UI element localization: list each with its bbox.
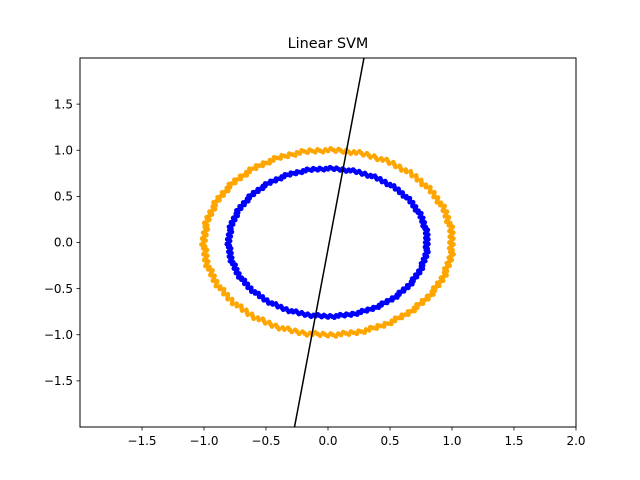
x-tick-label: −1.5 bbox=[127, 434, 156, 448]
x-axis: −1.5 −1.0 −0.5 0.0 0.5 1.0 1.5 2.0 bbox=[127, 427, 586, 448]
data-point bbox=[400, 190, 405, 195]
y-tick-label: 0.5 bbox=[54, 190, 73, 204]
data-point bbox=[276, 326, 282, 332]
data-point bbox=[450, 224, 456, 230]
data-point bbox=[213, 283, 219, 289]
y-tick-label: 1.5 bbox=[54, 97, 73, 111]
plot-marks bbox=[199, 57, 456, 428]
data-point bbox=[245, 285, 251, 291]
data-point bbox=[442, 203, 447, 209]
x-tick-label: −0.5 bbox=[251, 434, 280, 448]
data-point bbox=[423, 182, 429, 188]
data-point bbox=[438, 200, 444, 206]
data-point bbox=[397, 163, 403, 169]
data-point bbox=[229, 301, 235, 307]
x-tick-label: 0.5 bbox=[380, 434, 399, 448]
data-point bbox=[371, 153, 377, 159]
data-point bbox=[210, 278, 216, 284]
data-point bbox=[446, 214, 452, 220]
data-point bbox=[447, 220, 453, 226]
data-point bbox=[431, 189, 437, 195]
chart-title: Linear SVM bbox=[288, 36, 369, 52]
data-point bbox=[217, 286, 223, 292]
data-point bbox=[435, 195, 441, 200]
x-tick-label: −1.0 bbox=[189, 434, 218, 448]
data-point bbox=[418, 177, 424, 183]
y-tick-label: −1.5 bbox=[44, 374, 73, 388]
data-point bbox=[425, 241, 431, 247]
data-point bbox=[450, 236, 456, 241]
y-tick-label: 0.0 bbox=[54, 236, 73, 250]
y-tick-label: 1.0 bbox=[54, 143, 73, 157]
data-point bbox=[249, 289, 254, 295]
data-point bbox=[408, 168, 414, 174]
data-point bbox=[205, 266, 211, 272]
data-point bbox=[225, 296, 231, 302]
series-1-points bbox=[224, 164, 431, 321]
data-point bbox=[269, 324, 275, 329]
x-tick-label: 1.5 bbox=[504, 434, 523, 448]
y-tick-label: −0.5 bbox=[44, 282, 73, 296]
data-point bbox=[403, 193, 409, 199]
data-point bbox=[378, 155, 384, 161]
data-point bbox=[251, 316, 257, 322]
data-point bbox=[427, 184, 433, 190]
series-0-points bbox=[199, 146, 456, 339]
data-point bbox=[450, 230, 456, 236]
data-point bbox=[201, 251, 206, 257]
data-point bbox=[201, 257, 207, 263]
data-point bbox=[200, 245, 206, 251]
data-point bbox=[407, 195, 413, 201]
data-point bbox=[203, 263, 208, 269]
x-tick-label: 0.0 bbox=[318, 434, 337, 448]
x-tick-label: 2.0 bbox=[566, 434, 585, 448]
y-tick-label: −1.0 bbox=[44, 328, 73, 342]
data-point bbox=[403, 167, 409, 173]
data-point bbox=[262, 320, 268, 326]
data-point bbox=[207, 272, 213, 278]
data-point bbox=[444, 209, 450, 215]
data-point bbox=[221, 291, 226, 297]
data-point bbox=[234, 303, 240, 309]
data-point bbox=[384, 156, 389, 162]
data-point bbox=[256, 317, 262, 323]
x-tick-label: 1.0 bbox=[442, 434, 461, 448]
data-point bbox=[390, 159, 396, 165]
data-point bbox=[245, 312, 251, 318]
data-point bbox=[413, 173, 419, 178]
data-point bbox=[199, 242, 204, 247]
plot-area-frame bbox=[79, 57, 577, 428]
data-point bbox=[364, 150, 370, 156]
y-axis: −1.5 −1.0 −0.5 0.0 0.5 1.0 1.5 bbox=[44, 97, 80, 388]
data-point bbox=[239, 308, 245, 313]
decision-boundary-line bbox=[293, 57, 365, 428]
data-point bbox=[282, 327, 287, 333]
data-point bbox=[451, 242, 456, 247]
